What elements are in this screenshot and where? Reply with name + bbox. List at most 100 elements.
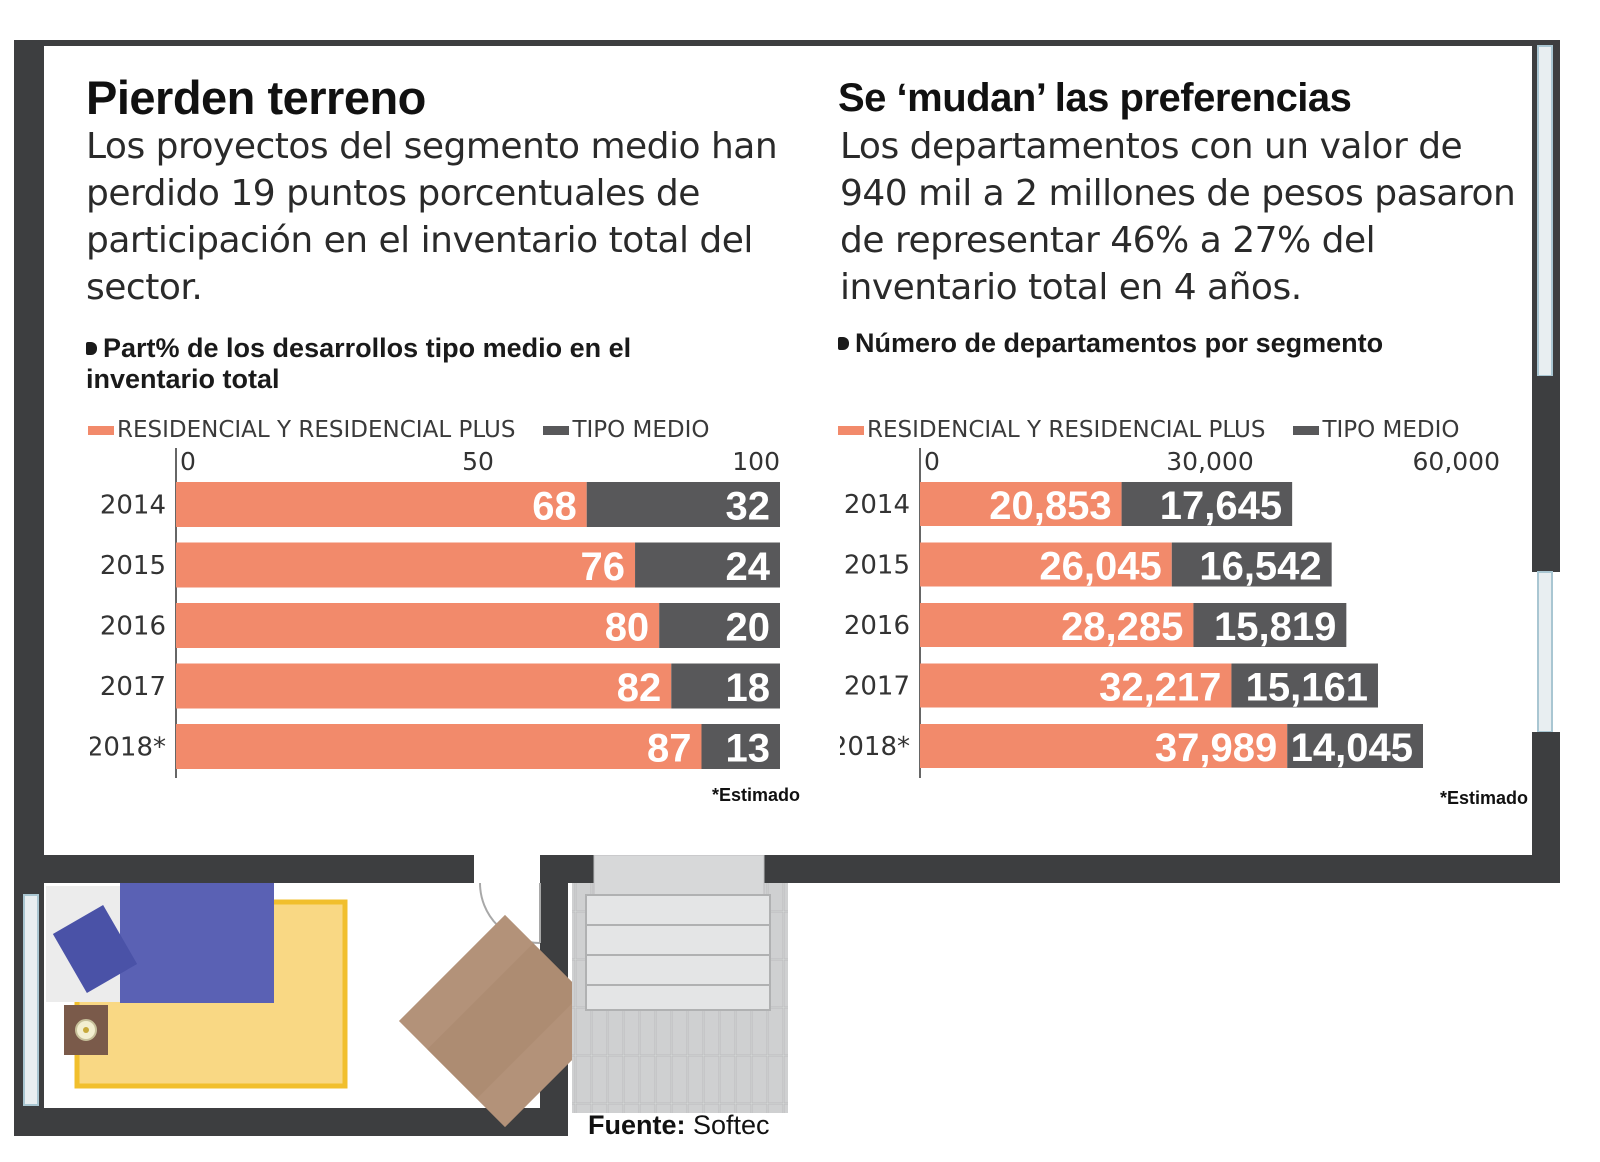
wall-right-2 <box>1532 376 1560 572</box>
source-name: Softec <box>693 1110 770 1140</box>
bar-medio <box>659 603 780 648</box>
bar-residencial <box>176 724 702 769</box>
data-label: 82 <box>617 666 662 710</box>
bar-medio <box>1287 724 1423 768</box>
left-subtitle: Part% de los desarrollos tipo medio en e… <box>86 333 686 395</box>
data-label: 28,285 <box>1061 605 1183 649</box>
x-tick-label: 30,000 <box>1166 448 1253 476</box>
bar-medio <box>586 482 780 527</box>
bar-residencial <box>176 482 587 527</box>
left-subtitle-text: Part% de los desarrollos tipo medio en e… <box>86 333 632 394</box>
x-tick-label: 100 <box>732 448 780 476</box>
data-label: 13 <box>726 727 771 771</box>
category-label: 2015 <box>844 551 910 581</box>
data-label: 32,217 <box>1099 666 1221 710</box>
data-label: 87 <box>647 727 692 771</box>
source-label: Fuente: <box>588 1110 686 1140</box>
x-tick-label: 0 <box>924 448 940 476</box>
legend-item-medio: TIPO MEDIO <box>1293 417 1460 443</box>
legend-item-medio: TIPO MEDIO <box>543 417 710 443</box>
data-label: 15,161 <box>1246 666 1368 710</box>
wall-bottom-a <box>14 855 474 883</box>
left-legend: RESIDENCIAL Y RESIDENCIAL PLUS TIPO MEDI… <box>88 417 738 443</box>
data-label: 26,045 <box>1039 545 1161 589</box>
category-label: 2016 <box>100 612 166 642</box>
bar-medio <box>635 542 780 588</box>
category-label: 2018* <box>840 732 910 762</box>
data-label: 76 <box>581 545 626 589</box>
bar-residencial <box>176 542 636 588</box>
legend-label: TIPO MEDIO <box>572 417 710 443</box>
category-label: 2014 <box>844 490 910 520</box>
category-label: 2017 <box>844 672 910 702</box>
legend-swatch-medio <box>543 425 570 435</box>
legend-item-residencial: RESIDENCIAL Y RESIDENCIAL PLUS <box>838 417 1265 443</box>
window-right-1 <box>1537 45 1553 377</box>
data-label: 68 <box>532 485 577 529</box>
legend-swatch-medio <box>1293 425 1320 435</box>
data-label: 20 <box>726 606 771 650</box>
right-footnote: *Estimado <box>1440 788 1529 808</box>
category-label: 2018* <box>90 733 166 763</box>
data-label: 37,989 <box>1155 726 1277 770</box>
data-label: 16,542 <box>1199 545 1321 589</box>
right-title: Se ‘mudan’ las preferencias <box>838 76 1352 120</box>
data-label: 32 <box>726 485 771 529</box>
content-card <box>44 46 1532 855</box>
bar-medio <box>701 724 780 769</box>
bar-medio <box>1231 663 1378 708</box>
legend-label: RESIDENCIAL Y RESIDENCIAL PLUS <box>117 417 516 443</box>
right-subtitle-text: Número de departamentos por segmento <box>855 328 1384 358</box>
bar-residencial <box>920 603 1194 647</box>
bar-residencial <box>920 724 1288 768</box>
sofa <box>120 883 274 1003</box>
bar-medio <box>1171 542 1332 587</box>
cushion <box>52 905 138 993</box>
data-label: 14,045 <box>1291 726 1413 770</box>
stairs-top <box>593 854 765 896</box>
data-label: 17,645 <box>1160 484 1282 528</box>
data-label: 80 <box>605 606 650 650</box>
left-description: Los proyectos del segmento medio han per… <box>86 126 778 308</box>
left-footnote: *Estimado <box>712 785 801 805</box>
x-tick-label: 60,000 <box>1413 448 1500 476</box>
category-label: 2016 <box>844 611 910 641</box>
legend-swatch-residencial <box>838 425 864 435</box>
window-left <box>23 894 39 1106</box>
right-description: Los departamentos con un valor de 940 mi… <box>840 126 1516 308</box>
bullet-icon <box>86 342 97 355</box>
legend-item-residencial: RESIDENCIAL Y RESIDENCIAL PLUS <box>88 417 515 443</box>
x-tick-label: 50 <box>462 448 494 476</box>
chart-left: 0 50 100 2014 68 32 2015 76 24 2016 80 20 2017 82 18 20… <box>90 448 780 778</box>
window-right-2 <box>1537 571 1553 733</box>
bar-residencial <box>920 663 1232 708</box>
bar-medio <box>1121 482 1293 526</box>
legend-swatch-residencial <box>88 425 114 435</box>
data-label: 18 <box>726 666 771 710</box>
category-label: 2015 <box>100 551 166 581</box>
data-label: 15,819 <box>1214 605 1336 649</box>
right-legend: RESIDENCIAL Y RESIDENCIAL PLUS TIPO MEDI… <box>838 417 1488 443</box>
bar-residencial <box>176 603 660 648</box>
bar-medio <box>671 663 780 709</box>
category-label: 2017 <box>100 672 166 702</box>
stairs <box>585 894 771 1011</box>
legend-label: RESIDENCIAL Y RESIDENCIAL PLUS <box>867 417 1266 443</box>
left-title: Pierden terreno <box>86 71 426 124</box>
x-tick-label: 0 <box>180 448 196 476</box>
bar-residencial <box>176 663 672 709</box>
chart-right: 0 30,000 60,000 2014 20,853 17,645 2015 26,045 1… <box>840 448 1500 778</box>
wall-floor-bottom <box>14 1108 568 1136</box>
bar-residencial <box>920 542 1172 587</box>
data-label: 24 <box>726 545 771 589</box>
category-label: 2014 <box>100 491 166 521</box>
bar-medio <box>1193 603 1347 647</box>
source: Fuente: Softec <box>588 1110 770 1141</box>
bullet-icon <box>838 337 849 350</box>
legend-label: TIPO MEDIO <box>1322 417 1460 443</box>
right-subtitle: Número de departamentos por segmento <box>838 328 1528 359</box>
data-label: 20,853 <box>989 484 1111 528</box>
bar-residencial <box>920 482 1122 526</box>
